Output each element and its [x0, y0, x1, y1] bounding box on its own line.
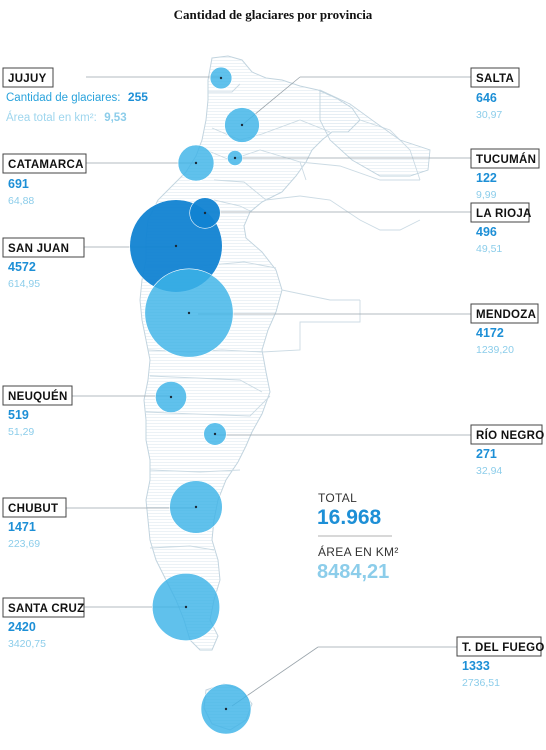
province-name: RÍO NEGRO	[476, 429, 545, 442]
label-san-juan: SAN JUAN 4572 614,95	[2, 237, 85, 290]
province-area: 223,69	[8, 538, 40, 550]
province-name: SALTA	[476, 73, 514, 85]
province-area: 9,99	[476, 189, 497, 201]
province-count: 4572	[8, 260, 36, 274]
anchor-dot	[174, 244, 178, 248]
province-name: CHUBUT	[8, 503, 58, 515]
province-name: CATAMARCA	[8, 159, 84, 171]
anchor-dot	[213, 432, 217, 436]
label-box-mendoza	[470, 303, 539, 324]
province-area: 1239,20	[476, 344, 514, 356]
province-count: 1471	[8, 520, 36, 534]
province-count: 691	[8, 177, 29, 191]
province-name: NEUQUÉN	[8, 390, 68, 403]
province-area: 51,29	[8, 426, 34, 438]
province-area: 2736,51	[462, 677, 500, 689]
label-la-rioja: LA RIOJA 496 49,51	[470, 202, 532, 255]
province-name: SAN JUAN	[8, 243, 69, 255]
anchor-dot	[169, 395, 173, 399]
label-box-tucuman	[470, 148, 540, 169]
label-mendoza: MENDOZA 4172 1239,20	[470, 303, 539, 356]
province-count: 122	[476, 171, 497, 185]
province-count: 646	[476, 91, 497, 105]
province-count: 519	[8, 408, 29, 422]
province-labels: JUJUY Cantidad de glaciares: 255 Área to…	[2, 67, 545, 689]
total-area-value: 8484,21	[317, 561, 389, 583]
province-count: 271	[476, 447, 497, 461]
anchor-dot	[194, 161, 198, 165]
total-label: TOTAL	[318, 491, 357, 505]
legend-count: Cantidad de glaciares: 255	[6, 88, 148, 105]
anchor-dot	[233, 156, 237, 160]
province-name: JUJUY	[8, 73, 47, 85]
label-box-salta	[470, 67, 520, 88]
anchor-dot	[184, 605, 188, 609]
province-count: 496	[476, 225, 497, 239]
label-box-rio-negro	[470, 424, 543, 445]
province-area: 49,51	[476, 243, 502, 255]
totals-block: TOTAL 16.968 ÁREA EN KM² 8484,21	[317, 491, 399, 583]
province-area: 614,95	[8, 278, 40, 290]
province-count: 1333	[462, 659, 490, 673]
label-box-san-juan	[2, 237, 85, 258]
province-borders	[145, 83, 421, 551]
province-name: MENDOZA	[476, 309, 536, 321]
province-name: SANTA CRUZ	[8, 603, 84, 615]
total-value: 16.968	[317, 506, 382, 529]
province-count: 4172	[476, 326, 504, 340]
label-tierra-del-fuego: T. DEL FUEGO 1333 2736,51	[456, 636, 545, 689]
label-santa-cruz: SANTA CRUZ 2420 3420,75	[2, 597, 85, 650]
province-area: 32,94	[476, 465, 502, 477]
label-box-catamarca	[2, 153, 87, 174]
anchor-dot	[240, 123, 244, 127]
label-jujuy: JUJUY Cantidad de glaciares: 255 Área to…	[2, 67, 148, 125]
label-box-la-rioja	[470, 202, 530, 223]
total-area-label: ÁREA EN KM²	[318, 544, 399, 559]
anchor-dot	[219, 76, 223, 80]
label-tucuman: TUCUMÁN 122 9,99	[470, 148, 540, 201]
map-northeast	[319, 89, 431, 177]
province-name: LA RIOJA	[476, 208, 532, 220]
bubble-layer	[129, 66, 260, 735]
province-count: 2420	[8, 620, 36, 634]
label-rio-negro: RÍO NEGRO 271 32,94	[470, 424, 545, 477]
label-box-santa-cruz	[2, 597, 85, 618]
province-name: TUCUMÁN	[476, 153, 536, 166]
province-area: 64,88	[8, 195, 34, 207]
anchor-dot	[203, 211, 207, 215]
label-neuquen: NEUQUÉN 519 51,29	[2, 385, 73, 438]
legend-area: Área total en km²: 9,53	[6, 108, 127, 125]
province-area: 30,97	[476, 109, 502, 121]
province-area: 3420,75	[8, 638, 46, 650]
label-salta: SALTA 646 30,97	[470, 67, 520, 121]
label-box-neuquen	[2, 385, 73, 406]
label-box-tierra-del-fuego	[456, 636, 542, 657]
province-name: T. DEL FUEGO	[462, 642, 545, 654]
label-chubut: CHUBUT 1471 223,69	[2, 497, 67, 550]
anchor-dot	[224, 707, 228, 711]
anchor-dot	[187, 311, 191, 315]
label-box-chubut	[2, 497, 67, 518]
label-catamarca: CATAMARCA 691 64,88	[2, 153, 87, 207]
anchor-dot	[194, 505, 198, 509]
chart-title: Cantidad de glaciares por provincia	[174, 7, 373, 22]
label-box-jujuy	[2, 67, 54, 88]
